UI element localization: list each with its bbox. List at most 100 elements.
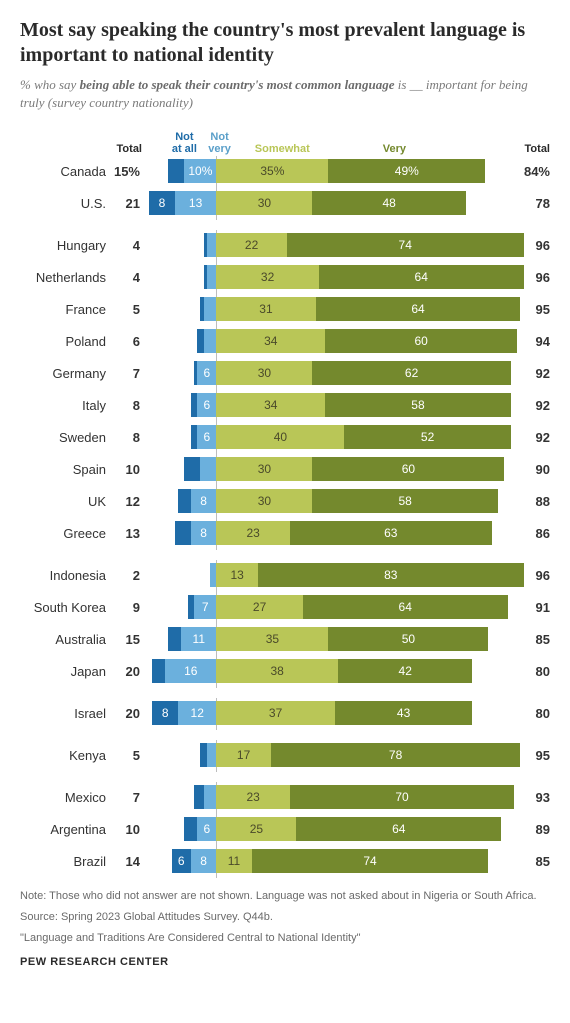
total-right-value: 80 xyxy=(508,706,550,721)
total-right-value: 86 xyxy=(508,526,550,541)
note-line-2: Source: Spring 2023 Global Attitudes Sur… xyxy=(20,910,550,925)
country-row: Spain10 3060 90 xyxy=(20,455,550,483)
country-row: Canada15%10%35%49%84% xyxy=(20,157,550,185)
total-right-value: 84% xyxy=(508,164,550,179)
bar-area: 1383 xyxy=(146,563,508,587)
bar-segment-not-very xyxy=(207,233,217,257)
bar-segment-not-at-all xyxy=(168,627,181,651)
bar-segment-very: 62 xyxy=(312,361,510,385)
bar-area: 62564 xyxy=(146,817,508,841)
bar-segment-very: 60 xyxy=(325,329,517,353)
country-label: South Korea xyxy=(20,600,112,615)
bar-segment-very: 58 xyxy=(325,393,511,417)
bar-segment-somewhat: 13 xyxy=(216,563,258,587)
bar-segment-not-very: 12 xyxy=(178,701,216,725)
bar-area: 3264 xyxy=(146,265,508,289)
total-left-value: 12 xyxy=(112,494,146,509)
country-row: Indonesia2138396 xyxy=(20,561,550,589)
bar-segment-somewhat: 30 xyxy=(216,361,312,385)
country-row: South Korea97276491 xyxy=(20,593,550,621)
country-row: Hungary4227496 xyxy=(20,231,550,259)
total-left-value: 7 xyxy=(112,790,146,805)
bar-segment-not-very: 6 xyxy=(197,817,216,841)
bar-segment-not-very: 6 xyxy=(197,361,216,385)
country-row: Mexico7237093 xyxy=(20,783,550,811)
total-left-value: 15% xyxy=(112,164,146,179)
bar-segment-not-very xyxy=(207,743,217,767)
bar-segment-somewhat: 38 xyxy=(216,659,338,683)
bar-segment-not-very xyxy=(207,265,217,289)
bar-segment-not-very: 8 xyxy=(191,521,217,545)
country-label: Argentina xyxy=(20,822,112,837)
bar-segment-not-very: 6 xyxy=(197,393,216,417)
bar-segment-not-at-all: 6 xyxy=(172,849,191,873)
total-left-value: 21 xyxy=(112,196,146,211)
bar-area: 64052 xyxy=(146,425,508,449)
total-right-value: 78 xyxy=(508,196,550,211)
country-label: Australia xyxy=(20,632,112,647)
bar-area: 3460 xyxy=(146,329,508,353)
bar-segment-not-very xyxy=(200,457,216,481)
country-label: Spain xyxy=(20,462,112,477)
country-row: Sweden86405292 xyxy=(20,423,550,451)
total-right-value: 90 xyxy=(508,462,550,477)
bar-segment-not-at-all xyxy=(175,521,191,545)
bar-segment-not-very xyxy=(204,329,217,353)
bar-segment-not-very: 16 xyxy=(165,659,216,683)
note-line-1: Note: Those who did not answer are not s… xyxy=(20,889,550,904)
total-right-value: 89 xyxy=(508,822,550,837)
country-group: Canada15%10%35%49%84%U.S.21138304878 xyxy=(20,157,550,217)
bar-segment-very: 78 xyxy=(271,743,521,767)
bar-segment-very: 60 xyxy=(312,457,504,481)
bar-segment-very: 42 xyxy=(338,659,472,683)
total-left-value: 7 xyxy=(112,366,146,381)
bar-segment-not-very: 11 xyxy=(181,627,216,651)
bar-area: 63062 xyxy=(146,361,508,385)
bar-segment-somewhat: 32 xyxy=(216,265,318,289)
bar-segment-somewhat: 37 xyxy=(216,701,334,725)
country-row: Netherlands4326496 xyxy=(20,263,550,291)
bar-area: 1778 xyxy=(146,743,508,767)
bar-segment-not-at-all xyxy=(194,785,204,809)
bar-segment-somewhat: 23 xyxy=(216,521,290,545)
total-left-value: 10 xyxy=(112,822,146,837)
bar-segment-somewhat: 34 xyxy=(216,329,325,353)
bar-segment-not-at-all xyxy=(204,233,207,257)
bar-area: 163842 xyxy=(146,659,508,683)
bar-segment-somewhat: 40 xyxy=(216,425,344,449)
country-row: UK128305888 xyxy=(20,487,550,515)
country-label: Italy xyxy=(20,398,112,413)
country-group: Indonesia2138396 South Korea97276491 Austr… xyxy=(20,561,550,685)
bar-segment-not-very: 8 xyxy=(191,849,217,873)
country-row: Australia1511355085 xyxy=(20,625,550,653)
total-left-value: 20 xyxy=(112,664,146,679)
total-right-value: 80 xyxy=(508,664,550,679)
header-somewhat: Somewhat xyxy=(255,143,310,155)
total-left-value: 10 xyxy=(112,462,146,477)
bar-segment-somewhat: 31 xyxy=(216,297,315,321)
total-left-value: 8 xyxy=(112,398,146,413)
country-label: Kenya xyxy=(20,748,112,763)
total-left-value: 5 xyxy=(112,302,146,317)
country-row: Japan2016384280 xyxy=(20,657,550,685)
bar-segment-very: 49% xyxy=(328,159,485,183)
bar-segment-not-at-all: 8 xyxy=(149,191,175,215)
bar-segment-somewhat: 30 xyxy=(216,489,312,513)
bar-segment-very: 63 xyxy=(290,521,492,545)
bar-area: 10%35%49% xyxy=(146,159,508,183)
subtitle-bold: being able to speak their country's most… xyxy=(80,77,395,92)
country-group: Mexico7237093Argentina106256489Brazil148… xyxy=(20,783,550,875)
bar-segment-not-at-all xyxy=(184,457,200,481)
total-left-value: 20 xyxy=(112,706,146,721)
bar-segment-very: 64 xyxy=(316,297,521,321)
subtitle-pre: % who say xyxy=(20,77,80,92)
country-label: France xyxy=(20,302,112,317)
bar-segment-not-at-all xyxy=(178,489,191,513)
bar-area: 113550 xyxy=(146,627,508,651)
bar-segment-not-at-all xyxy=(188,595,194,619)
total-left-value: 4 xyxy=(112,238,146,253)
header-total-left: Total xyxy=(112,143,146,155)
chart-body: Canada15%10%35%49%84%U.S.21138304878Hung… xyxy=(20,157,550,875)
total-left-value: 8 xyxy=(112,430,146,445)
bar-segment-somewhat: 30 xyxy=(216,457,312,481)
